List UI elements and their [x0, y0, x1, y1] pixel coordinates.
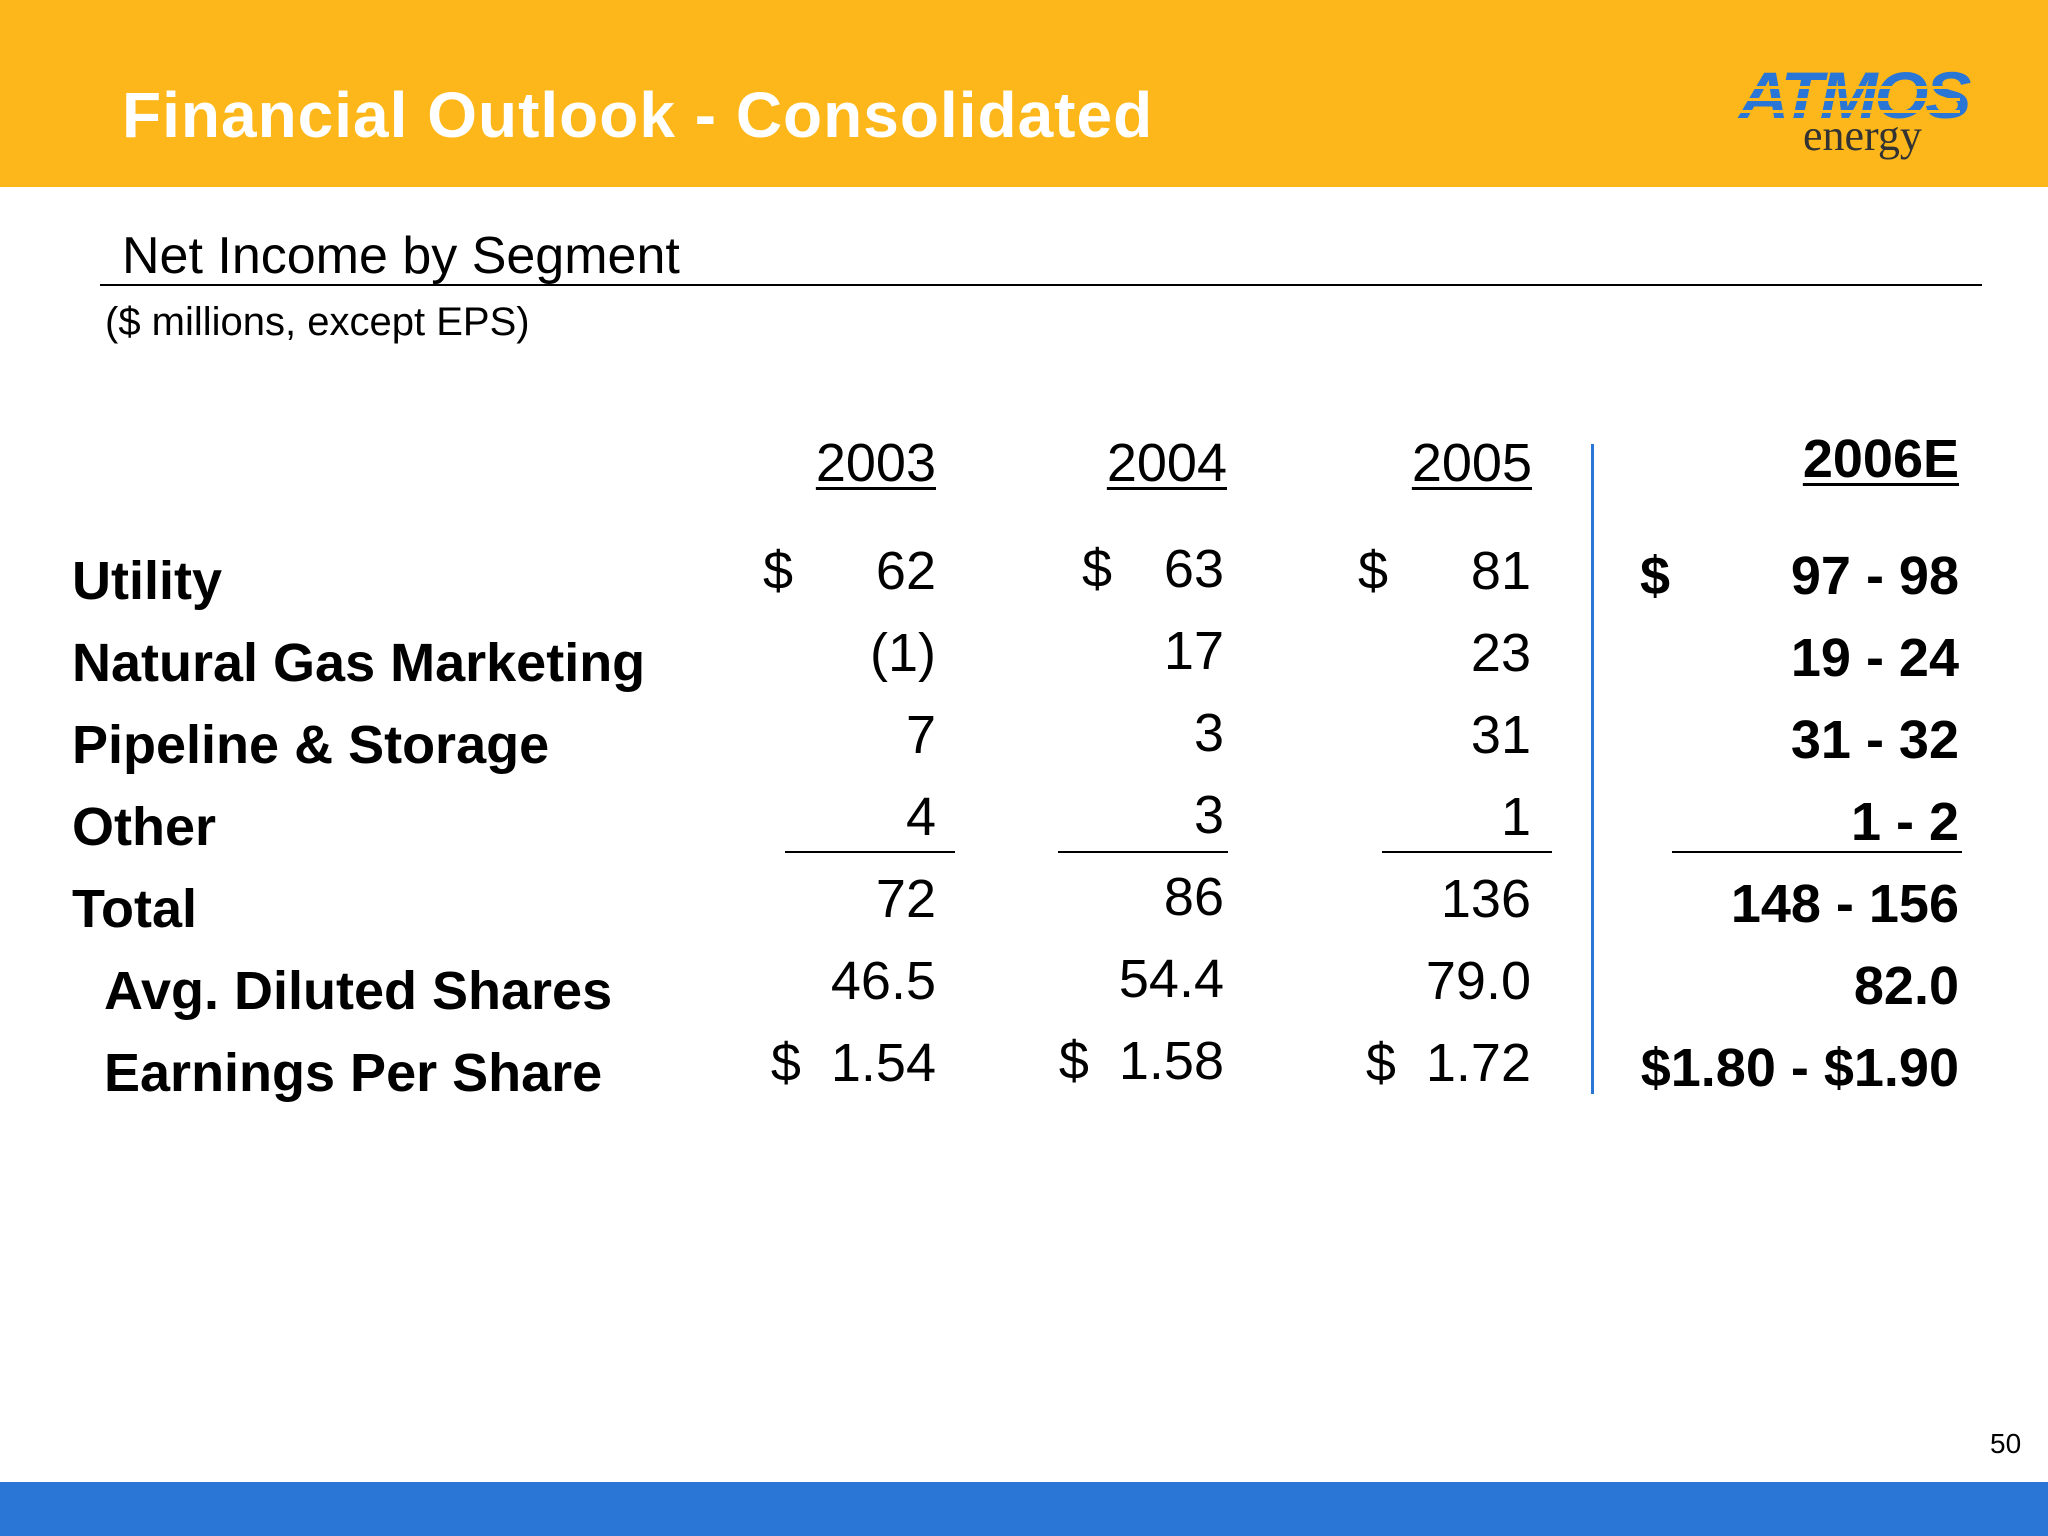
cell-eps-2003: $ 1.54 — [770, 1033, 936, 1093]
subtotal-underline — [1058, 851, 1228, 853]
logo-brand-text: ATMOS — [1739, 58, 1971, 132]
logo-sub-text: energy — [1803, 111, 1922, 160]
cell-eps-2004: $ 1.58 — [1058, 1031, 1224, 1091]
cell-ngm-2005: 23 — [1470, 623, 1531, 683]
subtitle-divider — [100, 284, 1982, 286]
cell-total-2003: 72 — [875, 869, 936, 929]
section-subtitle: Net Income by Segment — [122, 227, 680, 285]
currency-symbol: $ — [1640, 546, 1671, 606]
logo-speed-lines-icon — [1735, 86, 1960, 113]
header-bar: Financial Outlook - Consolidated ATMOS e… — [0, 0, 2048, 187]
cell-shares-2003: 46.5 — [830, 951, 936, 1011]
cell-utility-2004: 63 — [1163, 539, 1224, 599]
footer-bar — [0, 1482, 2048, 1536]
cell-shares-2005: 79.0 — [1425, 951, 1531, 1011]
cell-shares-2006e: 82.0 — [1853, 956, 1959, 1016]
row-label-avg-diluted-shares: Avg. Diluted Shares — [104, 961, 613, 1021]
estimate-divider-line — [1591, 444, 1594, 1094]
cell-total-2006e: 148 - 156 — [1730, 874, 1959, 934]
cell-utility-2005: 81 — [1470, 541, 1531, 601]
subtotal-underline — [1672, 851, 1962, 853]
slide-title: Financial Outlook - Consolidated — [122, 79, 1154, 151]
cell-utility-2006e: 97 - 98 — [1790, 546, 1959, 606]
cell-other-2004: 3 — [1193, 785, 1224, 845]
cell-other-2003: 4 — [905, 787, 936, 847]
cell-other-2006e: 1 - 2 — [1850, 792, 1959, 852]
currency-symbol: $ — [1358, 541, 1389, 601]
page-number: 50 — [1990, 1428, 2022, 1459]
currency-symbol: $ — [1082, 539, 1113, 599]
cell-ps-2006e: 31 - 32 — [1790, 710, 1959, 770]
cell-shares-2004: 54.4 — [1118, 949, 1224, 1009]
cell-eps-2005: $ 1.72 — [1365, 1033, 1531, 1093]
cell-ps-2003: 7 — [905, 705, 936, 765]
row-label-total: Total — [72, 879, 197, 939]
units-note: ($ millions, except EPS) — [105, 300, 530, 344]
cell-other-2005: 1 — [1500, 787, 1531, 847]
currency-symbol: $ — [763, 541, 794, 601]
cell-ngm-2006e: 19 - 24 — [1790, 628, 1959, 688]
cell-total-2005: 136 — [1440, 869, 1531, 929]
subtotal-underline — [785, 851, 955, 853]
atmos-energy-logo: ATMOS energy — [1735, 58, 1971, 172]
row-label-other: Other — [72, 797, 217, 857]
col-header-2005: 2005 — [1411, 433, 1532, 493]
cell-total-2004: 86 — [1163, 867, 1224, 927]
cell-utility-2003: 62 — [875, 541, 936, 601]
row-label-earnings-per-share: Earnings Per Share — [104, 1043, 603, 1103]
row-label-natural-gas-marketing: Natural Gas Marketing — [72, 633, 646, 693]
cell-ngm-2003: (1) — [870, 623, 936, 683]
cell-ps-2004: 3 — [1193, 703, 1224, 763]
row-label-utility: Utility — [72, 551, 223, 611]
cell-ngm-2004: 17 — [1163, 621, 1224, 681]
cell-eps-2006e: $1.80 - $1.90 — [1640, 1038, 1959, 1098]
col-header-2004: 2004 — [1106, 433, 1227, 493]
cell-ps-2005: 31 — [1470, 705, 1531, 765]
row-label-pipeline-storage: Pipeline & Storage — [72, 715, 550, 775]
col-header-2006e: 2006E — [1802, 429, 1959, 489]
col-header-2003: 2003 — [815, 433, 936, 493]
subtotal-underline — [1382, 851, 1552, 853]
